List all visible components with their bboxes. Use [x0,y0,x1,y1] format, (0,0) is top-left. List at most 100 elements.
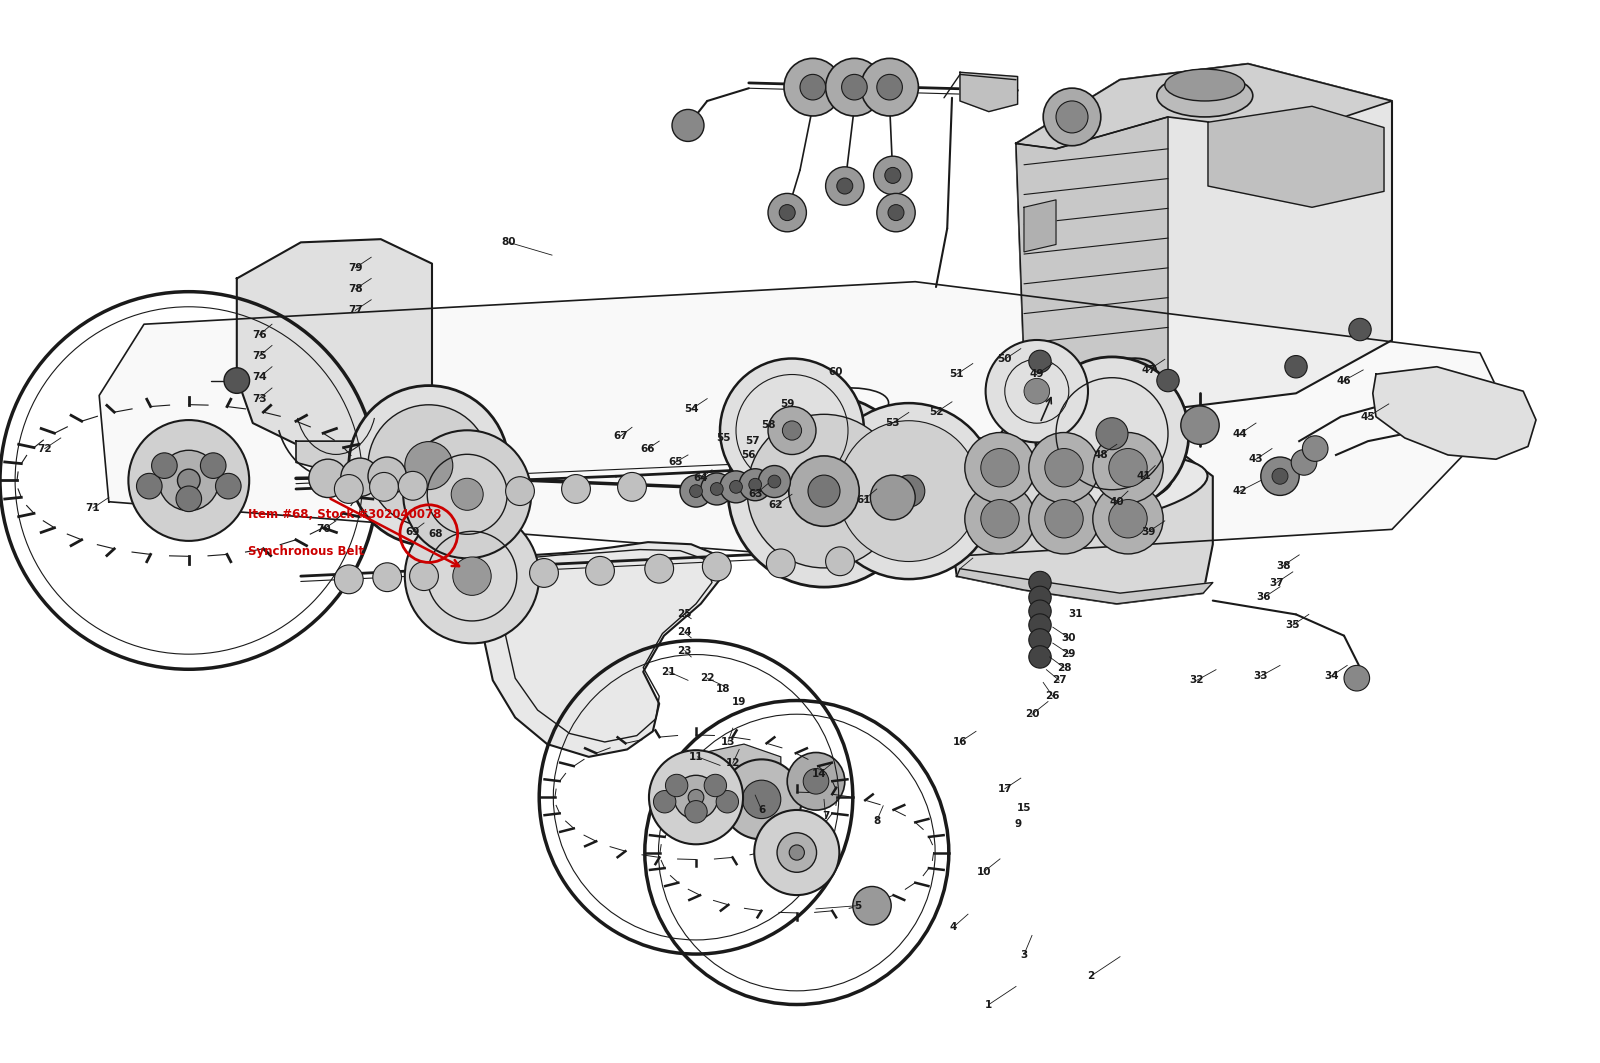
Circle shape [739,469,771,501]
Polygon shape [99,282,1507,561]
Text: 7: 7 [822,811,829,822]
Circle shape [216,473,242,499]
Text: 43: 43 [1248,454,1264,465]
Text: 64: 64 [693,473,709,484]
Text: 18: 18 [715,684,731,694]
Circle shape [410,561,438,591]
Circle shape [368,457,406,495]
Text: 47: 47 [1141,365,1157,375]
Circle shape [758,466,790,497]
Circle shape [1344,665,1370,691]
Polygon shape [483,542,720,757]
Text: 24: 24 [677,627,693,638]
Circle shape [1029,571,1051,594]
Circle shape [1093,433,1163,503]
Text: 23: 23 [677,645,693,656]
Circle shape [128,420,250,541]
Circle shape [451,478,483,510]
Circle shape [562,474,590,504]
Text: 21: 21 [661,667,677,677]
Ellipse shape [1157,74,1253,117]
Circle shape [1043,88,1101,146]
Circle shape [701,473,733,505]
Circle shape [710,483,723,495]
Circle shape [754,810,840,895]
Text: Synchronous Belt: Synchronous Belt [248,545,365,558]
Circle shape [717,791,739,813]
Text: 11: 11 [688,752,704,762]
Ellipse shape [1165,69,1245,101]
Circle shape [877,74,902,100]
Circle shape [853,887,891,925]
Circle shape [1096,418,1128,450]
Circle shape [224,368,250,393]
Text: 3: 3 [1021,949,1027,960]
Text: 49: 49 [1029,369,1045,379]
Text: 72: 72 [37,443,53,454]
Circle shape [1029,350,1051,373]
Text: 63: 63 [747,489,763,500]
Circle shape [1109,500,1147,538]
Text: 54: 54 [683,404,699,415]
Circle shape [1302,436,1328,461]
Text: 67: 67 [613,431,629,441]
Circle shape [789,845,805,860]
Text: 48: 48 [1093,450,1109,460]
Circle shape [1035,357,1189,510]
Circle shape [373,562,402,592]
Circle shape [690,485,702,497]
Circle shape [674,775,718,820]
Circle shape [861,58,918,116]
Circle shape [1093,484,1163,554]
Text: 46: 46 [1336,375,1352,386]
Circle shape [778,832,816,873]
Text: 37: 37 [1269,577,1285,588]
Ellipse shape [930,455,1208,534]
Text: 39: 39 [1142,526,1155,537]
Polygon shape [1016,64,1392,149]
Circle shape [1029,484,1099,554]
Circle shape [136,473,162,499]
Circle shape [826,58,883,116]
Circle shape [877,193,915,232]
Circle shape [787,753,845,810]
Circle shape [368,405,490,526]
Circle shape [965,433,1035,503]
Circle shape [702,552,731,581]
Text: 30: 30 [1061,632,1077,643]
Circle shape [1157,369,1179,392]
Circle shape [821,403,997,579]
Text: 70: 70 [315,524,331,535]
Text: 8: 8 [874,815,880,826]
Text: 22: 22 [699,673,715,684]
Text: 25: 25 [677,609,693,620]
Text: 58: 58 [760,420,776,431]
Circle shape [1024,378,1050,404]
Circle shape [749,478,762,491]
Text: 69: 69 [406,526,419,537]
Ellipse shape [966,466,1171,523]
Text: 4: 4 [950,922,957,932]
Text: 26: 26 [1045,691,1061,702]
Polygon shape [1373,367,1536,459]
Text: 62: 62 [768,500,784,510]
Circle shape [1285,355,1307,378]
Circle shape [1291,450,1317,475]
Circle shape [309,459,347,497]
Text: 65: 65 [667,457,683,468]
Circle shape [1045,500,1083,538]
Text: 2: 2 [1088,971,1094,981]
Text: 61: 61 [856,494,872,505]
Circle shape [981,449,1019,487]
Text: 51: 51 [949,369,965,379]
Circle shape [779,204,795,221]
Circle shape [986,340,1088,442]
Text: 29: 29 [1062,648,1075,659]
Polygon shape [1024,200,1056,252]
Circle shape [1029,645,1051,669]
Text: 74: 74 [251,372,267,383]
Text: 32: 32 [1189,675,1205,686]
Polygon shape [704,744,781,784]
Text: 27: 27 [1051,675,1067,686]
Circle shape [782,421,802,440]
